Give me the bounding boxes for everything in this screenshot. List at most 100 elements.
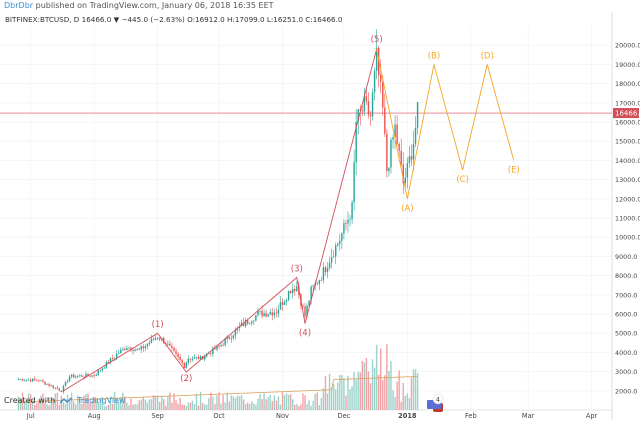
candle-body xyxy=(185,362,187,368)
candle-body xyxy=(242,322,245,327)
candle-body xyxy=(390,139,392,168)
last-price-tag: 16466.0 xyxy=(613,108,640,119)
candle-body xyxy=(34,378,36,380)
candle-body xyxy=(343,223,345,234)
volume-bar xyxy=(330,387,333,410)
volume-bar xyxy=(359,372,361,410)
candle-body xyxy=(416,102,419,128)
candle-body xyxy=(42,380,44,382)
time-tick-label: Sep xyxy=(151,412,163,420)
volume-bar xyxy=(292,399,294,410)
price-axis[interactable]: 2000.0 3000.0 4000.0 5000.0 6000.0 7000.0 8000… xyxy=(615,42,640,396)
candle-body xyxy=(46,384,48,385)
candle-body xyxy=(392,137,394,140)
candle-body xyxy=(138,348,140,350)
volume-bar xyxy=(392,390,394,410)
price-tick-label: 2000.0 xyxy=(615,387,637,395)
candle-body xyxy=(296,286,298,292)
candle-body xyxy=(64,382,67,386)
candle-body xyxy=(44,381,46,385)
badge-dot xyxy=(432,393,444,405)
volume-bar xyxy=(79,397,81,410)
volume-bar xyxy=(316,392,318,410)
volume-bar xyxy=(324,376,327,410)
volume-bar xyxy=(322,388,325,410)
symbol-info: BITFINEX:BTCUSD, D 16466.0 ▼ −445.0 (−2.… xyxy=(5,15,343,24)
volume-bar xyxy=(357,371,359,410)
price-tick-label: 15000.0 xyxy=(615,138,640,146)
volume-bar xyxy=(34,404,36,410)
time-tick-label: Dec xyxy=(338,412,351,420)
candle-body xyxy=(158,337,161,340)
candle-body xyxy=(308,300,310,306)
price-tick-label: 19000.0 xyxy=(615,61,640,69)
candle-body xyxy=(351,202,353,220)
candle-body xyxy=(40,380,42,382)
chart-area[interactable]: (1) (2) (3) (4) (5) (A) (B) (C) (D) (E) 2000.0 300… xyxy=(0,12,640,420)
candle-body xyxy=(152,338,155,340)
candle-body xyxy=(120,349,122,354)
volume-bar xyxy=(48,405,50,410)
candle-body xyxy=(244,320,247,327)
volume-bar xyxy=(130,398,132,410)
candle-body xyxy=(255,315,257,321)
volume-bar xyxy=(279,404,282,410)
candle-body xyxy=(191,358,194,360)
volume-bar xyxy=(232,396,235,410)
candle-body xyxy=(75,376,77,378)
candle-body xyxy=(371,92,374,117)
wave-path[interactable] xyxy=(63,48,378,392)
volume-bar xyxy=(318,405,321,410)
volume-bar xyxy=(226,392,228,410)
volume-bar xyxy=(191,400,194,410)
candle-body xyxy=(181,360,183,364)
wave-path[interactable] xyxy=(376,48,515,199)
candle-body xyxy=(140,346,142,350)
elliott-wave-annotation[interactable]: (1) (2) (3) (4) (5) (A) (B) (C) (D) (E) xyxy=(63,35,520,392)
candle-body xyxy=(150,338,153,343)
candle-body xyxy=(347,219,349,224)
candle-body xyxy=(400,150,402,165)
time-tick-label: Apr xyxy=(586,412,598,420)
watermark-badge[interactable]: 4 xyxy=(427,393,444,412)
candle-body xyxy=(341,233,343,241)
candle-body xyxy=(257,311,259,316)
volume-bar xyxy=(77,395,79,410)
volume-bar xyxy=(136,404,138,410)
volume-bar xyxy=(199,392,202,410)
volume-bar xyxy=(113,392,116,410)
candle-body xyxy=(289,291,292,294)
volume-bar xyxy=(251,401,253,410)
candle-body xyxy=(384,107,386,134)
candle-body xyxy=(169,343,171,346)
candle-body xyxy=(132,350,134,352)
candle-body xyxy=(32,378,34,382)
volume-bar xyxy=(377,374,380,410)
candle-body xyxy=(36,379,38,381)
candle-body xyxy=(326,268,329,273)
candle-body xyxy=(318,280,321,285)
volume-bar xyxy=(410,377,413,410)
time-axis[interactable]: Jul Aug Sep Oct Nov Dec 2018 Feb Mar Apr xyxy=(26,412,598,420)
candle-body xyxy=(197,356,200,360)
candle-body xyxy=(175,350,177,354)
tradingview-brand-link[interactable]: TradingView xyxy=(77,396,126,405)
wave-label: (2) xyxy=(180,374,192,384)
volume-bar xyxy=(386,344,388,410)
candle-body xyxy=(365,96,368,102)
candle-body xyxy=(173,347,175,351)
volume-bar xyxy=(353,371,355,410)
volume-bar xyxy=(36,402,38,410)
volume-bar xyxy=(195,393,198,410)
candle-body xyxy=(249,323,251,325)
candle-body xyxy=(91,375,93,377)
volume-bar xyxy=(165,405,167,410)
volume-bar xyxy=(255,404,257,410)
candle-body xyxy=(312,285,314,287)
volume-bar xyxy=(253,403,255,410)
candle-body xyxy=(369,114,372,117)
price-chart[interactable]: (1) (2) (3) (4) (5) (A) (B) (C) (D) (E) 2000.0 300… xyxy=(0,12,640,420)
volume-bar xyxy=(257,398,259,410)
volume-bar xyxy=(236,395,239,410)
author-link[interactable]: DbrDbr xyxy=(4,1,34,10)
